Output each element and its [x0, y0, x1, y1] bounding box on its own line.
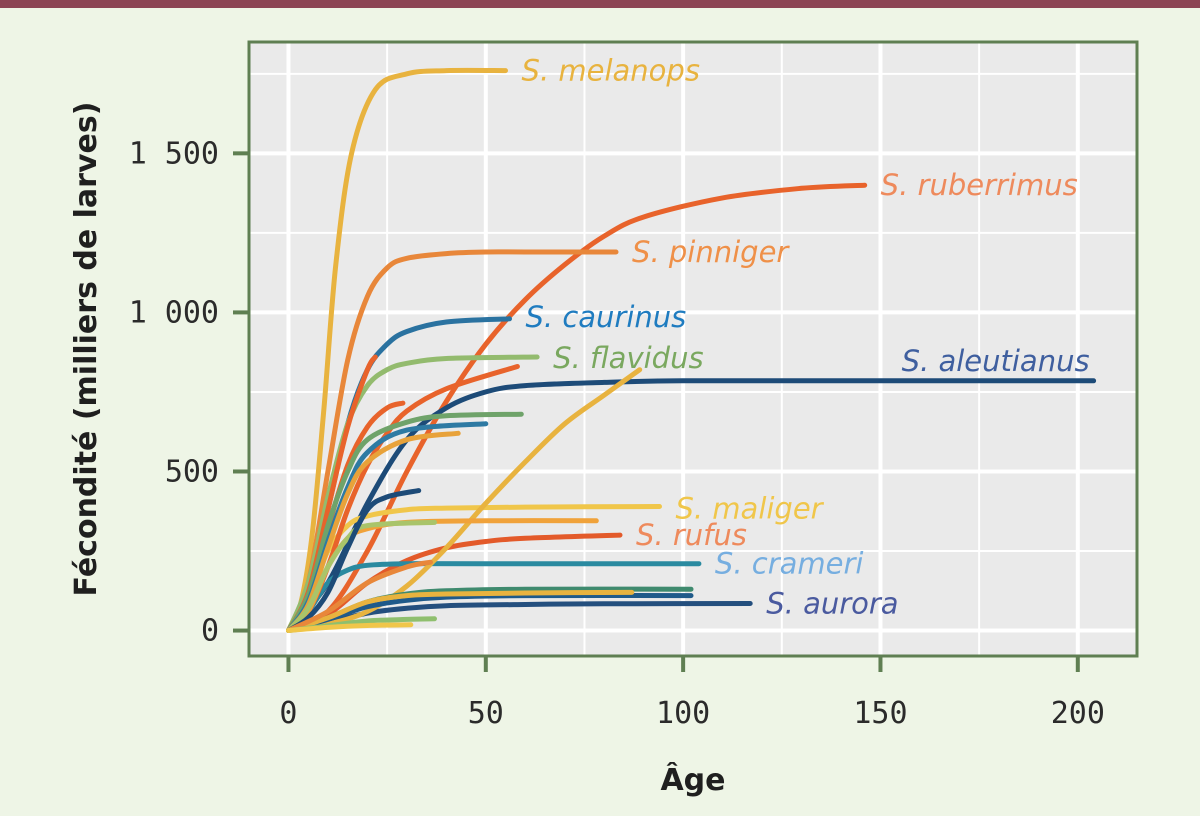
x-tick-label: 0: [279, 696, 297, 731]
series-lines: [286, 67, 1097, 633]
series-line-s-flavidus: [286, 354, 540, 633]
x-tick-label: 100: [656, 696, 710, 731]
series-line-s-rufus: [286, 532, 623, 633]
y-tick-label: 500: [165, 454, 219, 489]
x-tick-label: 150: [853, 696, 907, 731]
y-tick-label: 1 000: [129, 295, 219, 330]
series-line-unnamed: [286, 488, 422, 633]
series-labels: S. melanops S. ruberrimus S. pinniger S. ca…: [522, 54, 1090, 621]
plot-background: [249, 42, 1137, 656]
series-line-unnamed: [286, 589, 635, 633]
series-label-s-rufus: S. rufus: [636, 518, 747, 552]
series-line-s-ruberrimus: [286, 182, 868, 633]
series-line-unnamed: [286, 559, 433, 633]
series-label-s-maliger: S. maliger: [675, 491, 824, 525]
top-band: [0, 0, 1200, 8]
series-label-s-pinniger: S. pinniger: [632, 235, 790, 269]
series-label-s-aurora: S. aurora: [766, 587, 898, 621]
series-label-s-flavidus: S. flavidus: [553, 341, 703, 375]
grid-lines: [249, 42, 1137, 656]
x-axis-title: Âge: [660, 762, 725, 798]
series-label-s-ruberrimus: S. ruberrimus: [881, 168, 1078, 202]
axis-ticks: 0 50 100 150 200 0 500 1 000 1 500: [129, 136, 1105, 731]
series-label-s-caurinus: S. caurinus: [525, 300, 686, 334]
series-line-unnamed: [286, 622, 414, 633]
y-axis-title: Fécondité (milliers de larves): [69, 102, 104, 597]
x-tick-label: 50: [468, 696, 504, 731]
series-line-s-melanops: [286, 67, 508, 633]
series-line-unnamed: [286, 519, 437, 633]
x-tick-label: 200: [1051, 696, 1105, 731]
y-tick-label: 0: [201, 614, 219, 649]
series-label-s-melanops: S. melanops: [522, 54, 700, 88]
series-label-s-aleutianus: S. aleutianus: [902, 344, 1090, 378]
y-tick-label: 1 500: [129, 136, 219, 171]
series-label-s-crameri: S. crameri: [715, 547, 864, 581]
series-line-s-pinniger: [286, 249, 619, 633]
series-line-unnamed: [286, 367, 643, 633]
plot-frame: [247, 40, 1139, 658]
